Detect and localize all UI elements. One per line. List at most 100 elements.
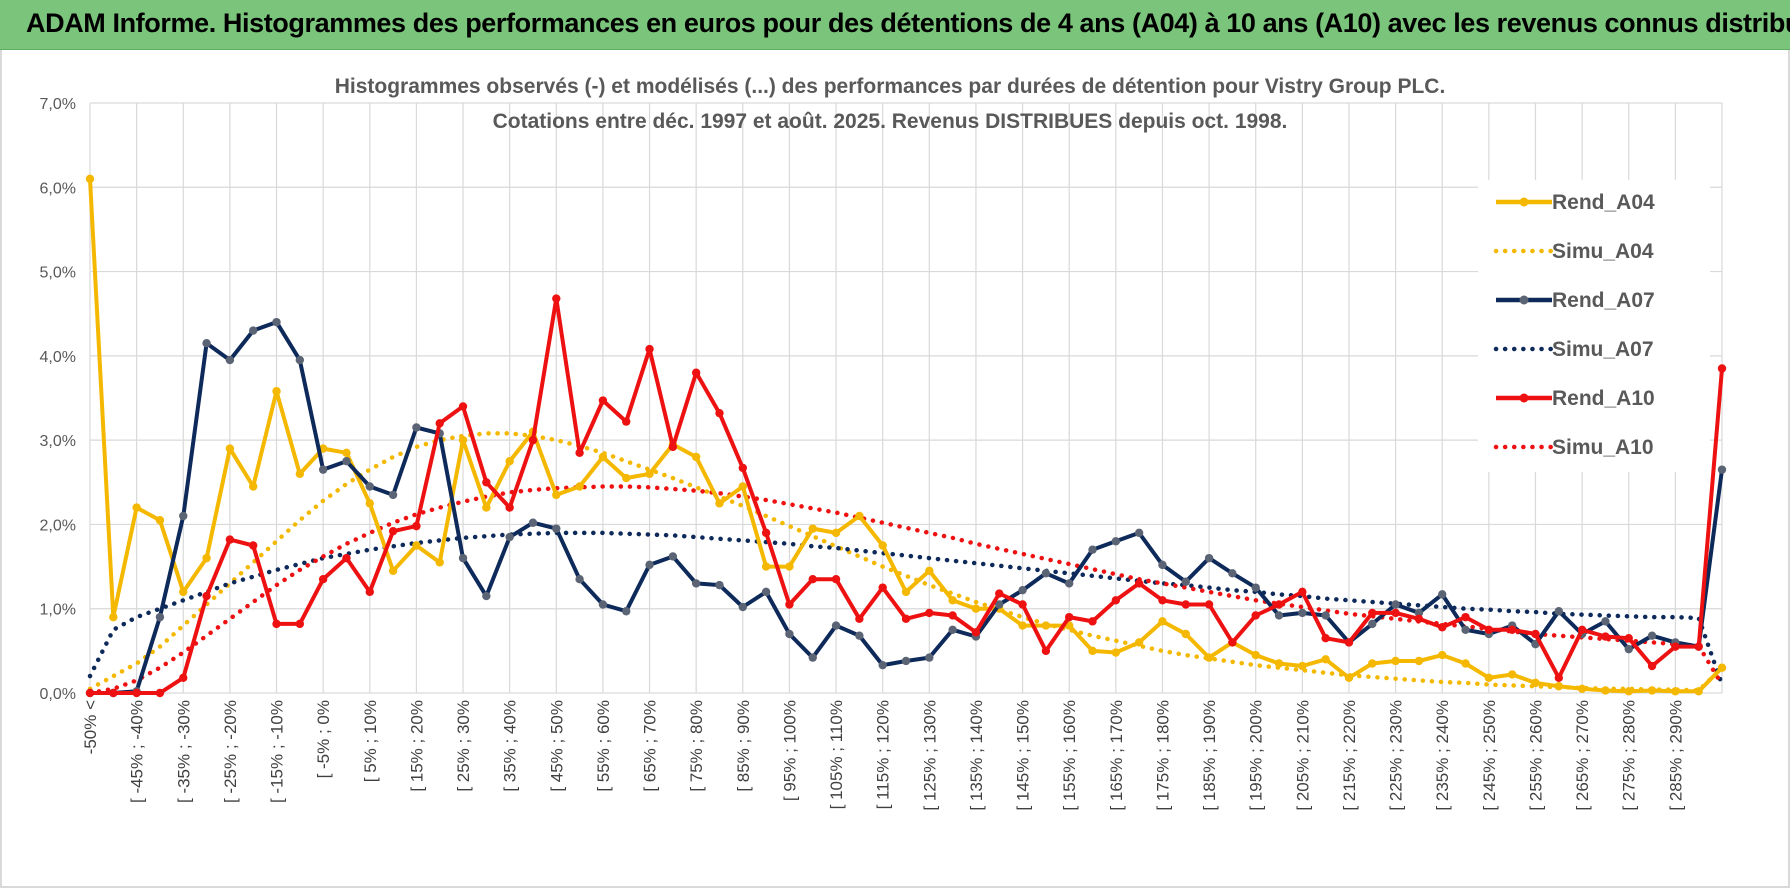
- x-tick-label: [ -5% ; 0%: [314, 700, 333, 778]
- data-point: [808, 653, 817, 662]
- data-point: [1134, 528, 1144, 538]
- x-tick-label: [ 75% ; 80%: [687, 700, 706, 792]
- x-tick-label: [ 65% ; 70%: [641, 700, 660, 792]
- series-lines: [85, 174, 1727, 698]
- y-axis-ticks: 0,0% 1,0% 2,0% 3,0% 4,0% 5,0% 6,0% 7,0%: [40, 96, 76, 703]
- data-point: [785, 600, 794, 609]
- data-point: [1671, 687, 1680, 696]
- data-point: [179, 587, 188, 597]
- data-point: [1461, 659, 1470, 668]
- data-point: [1414, 614, 1424, 624]
- series-Rend_A04: [85, 174, 1727, 696]
- legend-marker: [1519, 197, 1529, 207]
- data-point: [1134, 579, 1144, 588]
- data-point: [435, 419, 444, 428]
- data-point: [342, 457, 351, 466]
- data-point: [691, 579, 701, 588]
- data-point: [225, 444, 235, 453]
- data-point: [295, 619, 305, 629]
- report-banner: ADAM Informe. Histogrammes des performan…: [0, 0, 1790, 50]
- data-point: [225, 355, 235, 365]
- data-point: [1204, 553, 1214, 563]
- data-point: [715, 580, 724, 590]
- data-point: [1111, 596, 1121, 605]
- legend: Rend_A04 Simu_A04 Rend_A07 Simu_A07 Rend_A10…: [1478, 180, 1710, 472]
- data-point: [995, 589, 1004, 598]
- data-point: [1181, 600, 1190, 609]
- data-point: [1018, 600, 1027, 609]
- data-point: [1531, 678, 1540, 688]
- data-point: [1274, 611, 1284, 620]
- data-point: [1391, 656, 1400, 666]
- data-point: [808, 575, 817, 584]
- data-point: [458, 402, 468, 411]
- data-point: [622, 607, 631, 616]
- x-tick-label: [ 105% ; 110%: [827, 700, 846, 809]
- data-point: [622, 417, 631, 426]
- y-tick-label: 1,0%: [40, 602, 76, 619]
- y-tick-label: 5,0%: [40, 265, 76, 282]
- data-point: [388, 526, 398, 536]
- data-point: [1368, 608, 1377, 618]
- data-point: [365, 587, 374, 597]
- data-point: [1647, 661, 1657, 671]
- data-point: [1694, 687, 1703, 696]
- y-tick-label: 6,0%: [40, 180, 76, 197]
- data-point: [482, 503, 491, 512]
- data-point: [948, 625, 957, 634]
- data-point: [505, 532, 514, 542]
- data-point: [785, 562, 794, 571]
- data-point: [598, 396, 608, 405]
- x-tick-label: [ 255% ; 260%: [1526, 700, 1545, 811]
- data-point: [388, 490, 398, 500]
- data-point: [1507, 670, 1517, 679]
- data-point: [1461, 625, 1470, 634]
- data-point: [1228, 638, 1237, 647]
- data-point: [1717, 663, 1727, 672]
- data-point: [1204, 653, 1214, 662]
- data-point: [1438, 650, 1447, 660]
- data-point: [645, 469, 654, 479]
- x-tick-label: [ 265% ; 270%: [1573, 700, 1592, 811]
- data-point: [155, 516, 165, 525]
- data-point: [925, 566, 934, 575]
- data-point: [482, 478, 491, 487]
- series-Rend_A07: [85, 317, 1727, 698]
- data-point: [1158, 596, 1167, 605]
- data-point: [901, 587, 911, 597]
- legend-label: Rend_A04: [1552, 191, 1655, 214]
- x-tick-label: [ 125% ; 130%: [920, 700, 939, 811]
- x-tick-label: [ 115% ; 120%: [874, 700, 893, 809]
- data-point: [738, 482, 747, 491]
- data-point: [901, 614, 911, 624]
- data-point: [249, 541, 258, 550]
- data-point: [738, 602, 747, 612]
- data-point: [1134, 638, 1144, 647]
- data-point: [808, 524, 817, 533]
- data-point: [1531, 629, 1540, 639]
- data-point: [1461, 612, 1470, 622]
- x-tick-label: [ 55% ; 60%: [594, 700, 613, 792]
- x-tick-label: [ 245% ; 250%: [1480, 700, 1499, 811]
- data-point: [715, 499, 724, 508]
- data-point: [855, 511, 864, 521]
- legend-label: Rend_A10: [1552, 387, 1655, 410]
- data-point: [622, 473, 631, 483]
- data-point: [995, 600, 1004, 609]
- data-point: [785, 629, 794, 639]
- x-tick-label: [ 95% ; 100%: [780, 700, 799, 801]
- data-point: [109, 612, 118, 622]
- data-point: [948, 596, 957, 605]
- x-tick-label: [ 85% ; 90%: [734, 700, 753, 792]
- x-axis-ticks: -50% < [ -45% ; -40% [ -35% ; -30% [ -25% ;…: [81, 700, 1685, 811]
- data-point: [831, 528, 841, 538]
- data-point: [318, 465, 328, 474]
- data-point: [1158, 617, 1167, 626]
- data-point: [1694, 642, 1703, 651]
- data-point: [1391, 600, 1400, 609]
- data-point: [668, 552, 678, 561]
- data-point: [482, 591, 491, 601]
- data-point: [668, 442, 678, 452]
- plot-grid: [89, 102, 1723, 694]
- data-point: [598, 600, 608, 609]
